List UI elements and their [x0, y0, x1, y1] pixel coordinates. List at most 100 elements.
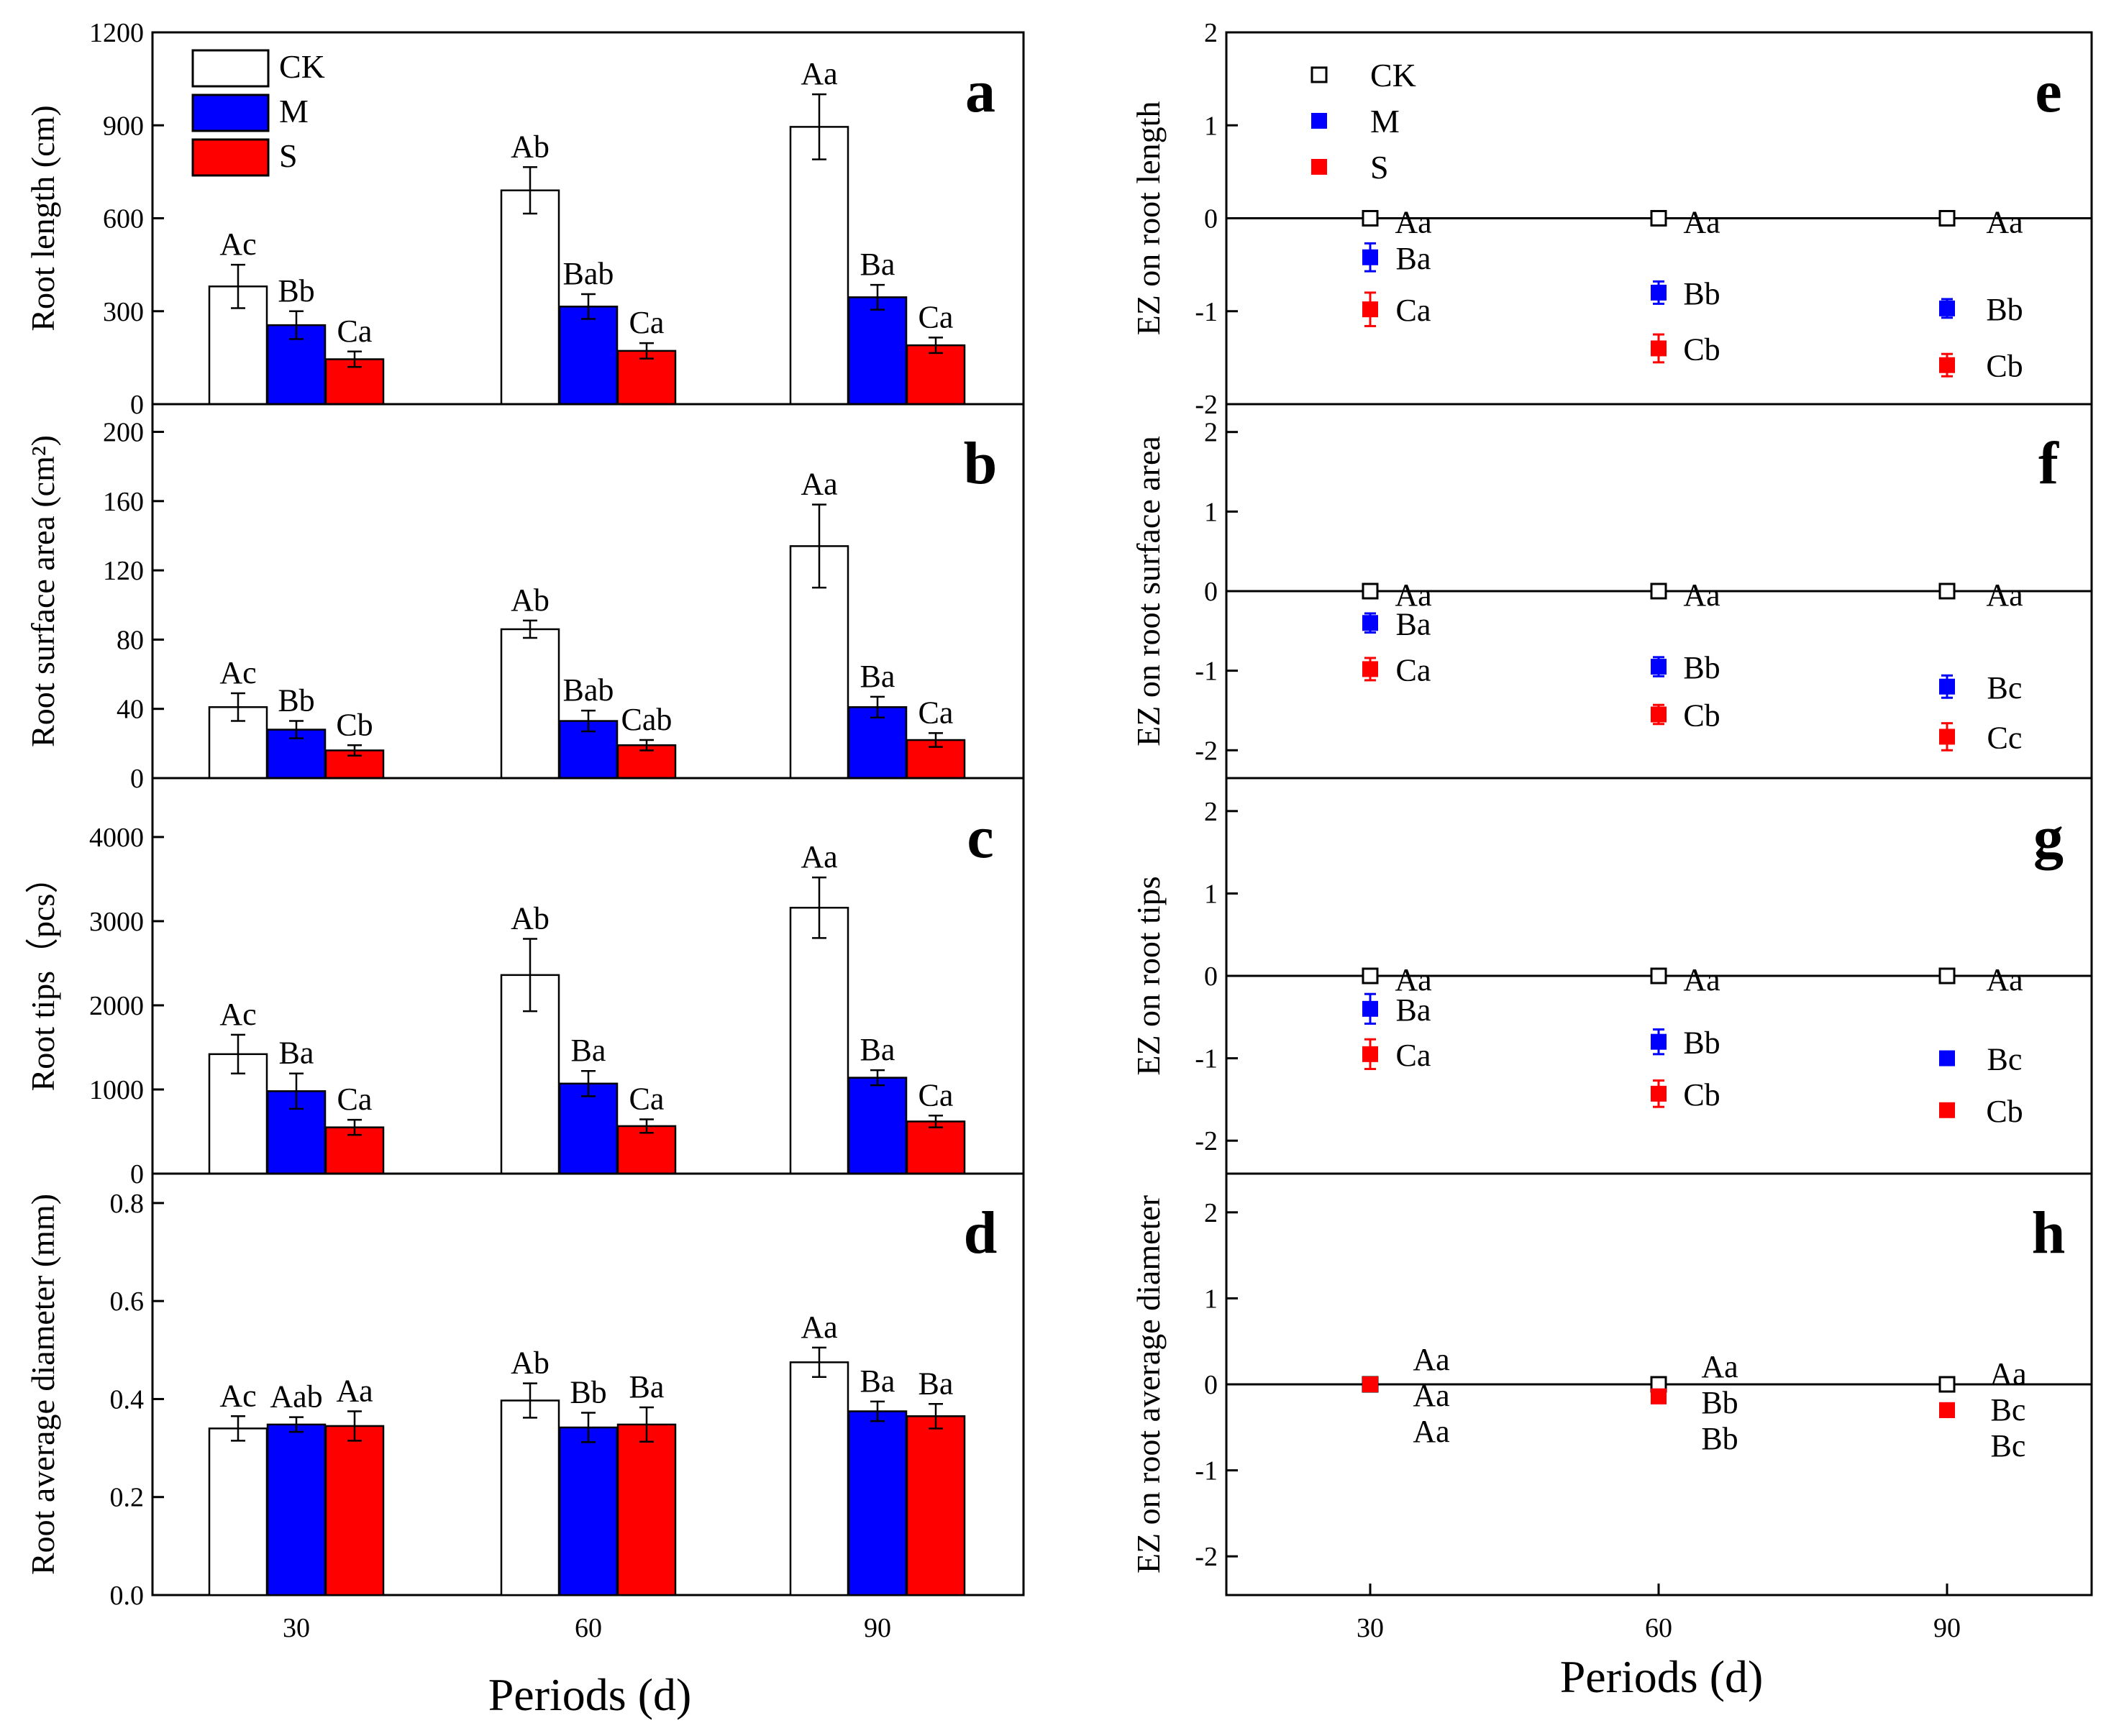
marker-CK-60 — [1650, 967, 1667, 985]
y-tick-label: 1 — [1204, 1284, 1218, 1314]
marker-S-90 — [1939, 728, 1955, 745]
y-tick-label: 0.8 — [110, 1189, 145, 1219]
significance-label: Aa — [1683, 577, 1720, 613]
y-tick-label: 2 — [1204, 797, 1218, 827]
y-tick-label: 4000 — [89, 823, 144, 853]
marker-CK-60 — [1650, 583, 1667, 600]
bar-CK-90 — [789, 126, 849, 406]
significance-label: Cb — [1683, 1077, 1720, 1113]
panel-h: 2 1 0 -1 -2 EZ on root average diameter h 30 60 9… — [1130, 1172, 2093, 1643]
significance-label: Bb — [278, 273, 314, 309]
significance-label: Ba — [279, 1036, 314, 1071]
y-tick-label: 600 — [103, 204, 144, 234]
significance-label: Bb — [1683, 276, 1720, 311]
y-tick-label: 120 — [103, 556, 144, 586]
marker-S-30 — [1362, 661, 1378, 677]
significance-label: Ca — [1396, 652, 1431, 687]
x-tick-label: 90 — [864, 1613, 891, 1643]
significance-label: Ca — [1396, 1038, 1431, 1073]
bar-M-30 — [266, 1423, 327, 1596]
bar-CK-90 — [789, 906, 849, 1175]
significance-label: Aa — [1701, 1349, 1738, 1384]
panel-letter: h — [2032, 1200, 2066, 1266]
y-axis-label: Root average diameter (mm) — [24, 1194, 61, 1575]
significance-label: Bb — [1986, 292, 2023, 327]
significance-label: Cb — [1986, 1094, 2023, 1129]
y-tick-label: 0 — [130, 1159, 144, 1189]
panel-a: 0 300 600 900 1200 Root length (cm) a Ac Ab Aa Bb B… — [24, 18, 1025, 420]
legend-swatch-S — [191, 138, 270, 177]
bar-CK-60 — [500, 1399, 560, 1596]
y-tick-label: 0.0 — [110, 1581, 145, 1611]
significance-label: Bb — [570, 1375, 606, 1410]
significance-label: Bb — [1683, 1025, 1720, 1061]
bar-M-90 — [847, 1077, 908, 1175]
significance-label: Ab — [511, 1346, 550, 1381]
marker-S-30 — [1362, 1376, 1378, 1392]
bar-S-90 — [906, 1120, 966, 1175]
marker-CK-30 — [1362, 583, 1379, 600]
significance-label: Aa — [801, 1310, 837, 1345]
x-tick-label: 30 — [283, 1613, 310, 1643]
y-tick-label: -1 — [1195, 297, 1218, 327]
bar-CK-30 — [208, 1427, 268, 1596]
significance-label: Aa — [1413, 1342, 1449, 1377]
bar-M-60 — [558, 1426, 619, 1596]
y-tick-label: 40 — [117, 695, 144, 725]
marker-M-90 — [1939, 678, 1955, 695]
panel-letter: f — [2038, 430, 2059, 497]
significance-label: Aab — [270, 1379, 322, 1415]
y-tick-label: 0 — [1204, 204, 1218, 234]
y-tick-label: 2000 — [89, 991, 144, 1021]
y-axis-label: EZ on root length — [1130, 101, 1167, 336]
bar-M-90 — [847, 1410, 908, 1596]
y-axis-label: Root tips（pcs） — [24, 861, 61, 1092]
y-tick-label: -1 — [1195, 1044, 1218, 1074]
significance-label: Ba — [860, 659, 895, 694]
y-tick-label: 0 — [130, 390, 144, 420]
y-tick-label: -2 — [1195, 1542, 1218, 1572]
significance-label: Aa — [1395, 577, 1431, 613]
bar-S-30 — [324, 358, 385, 406]
panel-letter: d — [964, 1200, 998, 1266]
marker-M-90 — [1939, 300, 1955, 316]
significance-label: Cc — [1987, 720, 2023, 755]
bar-S-90 — [906, 1415, 966, 1596]
marker-CK-60 — [1650, 210, 1667, 227]
marker-S-90 — [1939, 357, 1955, 373]
bar-M-60 — [558, 306, 619, 406]
y-tick-label: 0.2 — [110, 1483, 145, 1513]
significance-label: Aa — [336, 1373, 373, 1408]
marker-M-60 — [1651, 1033, 1667, 1050]
x-tick-label: 60 — [1645, 1613, 1672, 1643]
bar-CK-60 — [500, 628, 560, 780]
marker-CK-30 — [1362, 967, 1379, 985]
y-tick-label: 1 — [1204, 879, 1218, 909]
significance-label: Bb — [1683, 650, 1720, 685]
significance-label: Cb — [336, 707, 373, 742]
significance-label: Bb — [1701, 1385, 1738, 1420]
y-tick-label: -2 — [1195, 1126, 1218, 1156]
bar-M-90 — [847, 706, 908, 780]
y-tick-label: 900 — [103, 111, 144, 141]
significance-label: Bb — [1701, 1421, 1738, 1456]
significance-label: Aa — [801, 56, 837, 91]
significance-label: Ba — [918, 1366, 954, 1401]
significance-label: Ba — [571, 1033, 606, 1068]
significance-label: Ca — [918, 695, 954, 730]
significance-label: Ac — [219, 997, 256, 1032]
legend-marker-S — [1311, 159, 1327, 175]
significance-label: Ca — [337, 1082, 373, 1117]
y-axis-label: Root surface area (cm²) — [24, 435, 61, 747]
legend-label-CK: CK — [279, 48, 325, 85]
significance-label: Ba — [1396, 241, 1431, 276]
x-axis-title-right: Periods (d) — [1560, 1651, 1764, 1702]
marker-CK-90 — [1938, 1376, 1956, 1393]
y-tick-label: 160 — [103, 487, 144, 517]
significance-label: Ca — [918, 1077, 954, 1113]
significance-label: Cb — [1683, 698, 1720, 733]
significance-label: Ba — [629, 1369, 665, 1404]
y-axis-label: EZ on root tips — [1130, 876, 1167, 1075]
